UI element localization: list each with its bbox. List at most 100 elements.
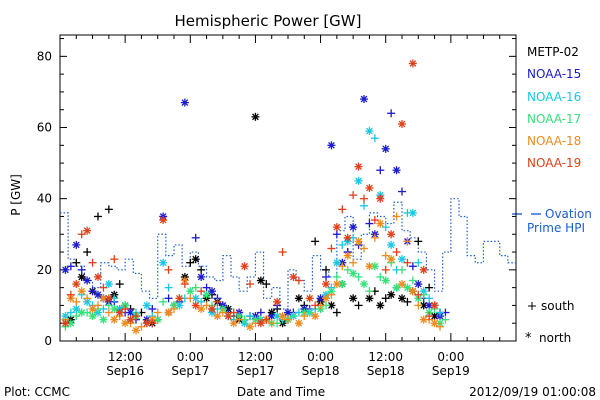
point-noaa19-north-22 (365, 184, 374, 192)
point-noaa19-south-6 (132, 312, 140, 321)
point-metp02-south-11 (197, 265, 206, 274)
point-noaa15-south-20 (332, 230, 341, 239)
point-noaa18-north-17 (311, 312, 320, 321)
point-noaa19-north-8 (159, 216, 168, 225)
point-noaa18-south-2 (83, 294, 92, 303)
point-noaa18-north-15 (278, 312, 287, 321)
point-noaa19-north-9 (175, 294, 184, 303)
point-noaa18-south-11 (202, 301, 211, 310)
point-noaa17-south-10 (191, 283, 200, 292)
point-noaa15-north-25 (392, 166, 401, 175)
point-noaa16-south-19 (338, 240, 347, 249)
point-metp02-north-16 (256, 276, 265, 285)
point-noaa19-north-19 (332, 223, 341, 232)
point-metp02-south-29 (414, 237, 423, 246)
point-noaa17-south-20 (343, 265, 352, 274)
point-noaa18-south-25 (392, 212, 401, 221)
point-noaa19-north-14 (256, 319, 265, 328)
point-noaa15-north-16 (284, 308, 292, 317)
x-axis-label: Date and Time (237, 385, 325, 399)
point-noaa18-north-23 (376, 219, 385, 228)
point-noaa17-north-10 (202, 290, 211, 299)
point-noaa18-north-16 (294, 319, 303, 328)
x-tick-label-time-5: 0:00 (437, 350, 464, 364)
point-noaa15-south-11 (202, 283, 211, 292)
point-metp02-south-30 (425, 283, 434, 292)
point-metp02-south-24 (354, 301, 363, 310)
point-noaa18-north-12 (229, 319, 238, 328)
point-noaa19-south-26 (414, 290, 423, 299)
legend: METP-02 NOAA-15 NOAA-16 NOAA-17 NOAA-18 … (512, 45, 592, 346)
point-noaa18-south-21 (349, 258, 358, 267)
point-noaa15-south-24 (376, 166, 385, 175)
point-noaa18-south-15 (267, 319, 276, 328)
point-noaa15-north-24 (381, 144, 390, 153)
point-metp02-south-16 (262, 280, 271, 289)
timestamp: 2012/09/19 01:00:08 (469, 385, 596, 399)
legend-entry-noaa19: NOAA-19 (527, 156, 581, 170)
point-noaa15-south-2 (88, 287, 97, 296)
point-noaa18-north-27 (419, 315, 428, 324)
point-noaa18-north-20 (343, 251, 352, 260)
point-noaa15-north-22 (360, 95, 368, 104)
point-noaa16-south-23 (381, 223, 390, 232)
point-metp02-north-25 (376, 301, 385, 310)
point-noaa18-north-26 (408, 287, 417, 296)
point-noaa18-north-8 (164, 308, 173, 317)
point-noaa18-south-8 (153, 308, 162, 317)
point-noaa16-north-25 (398, 255, 406, 264)
point-noaa19-south-18 (327, 244, 336, 253)
point-noaa16-south-13 (246, 312, 254, 321)
point-metp02-south-4 (104, 205, 113, 214)
point-noaa19-north-3 (94, 272, 102, 281)
point-noaa17-north-9 (186, 287, 195, 296)
x-tick-label-date-4: Sep18 (367, 364, 405, 378)
point-noaa19-north-13 (240, 262, 249, 271)
point-noaa19-south-5 (121, 304, 130, 313)
point-noaa18-south-9 (170, 304, 178, 313)
point-noaa16-north-8 (159, 258, 168, 267)
point-noaa19-south-27 (425, 312, 434, 321)
x-tick-label-time-4: 12:00 (368, 350, 403, 364)
y-tick-label-2: 40 (37, 192, 52, 206)
point-noaa18-south-29 (436, 322, 444, 331)
point-noaa15-south-10 (191, 233, 200, 242)
point-noaa15-south-27 (408, 262, 417, 271)
point-noaa18-north-13 (246, 322, 254, 331)
y-axis-label: P [GW] (9, 174, 23, 216)
point-noaa18-south-27 (414, 301, 423, 310)
point-noaa18-south-26 (403, 237, 412, 246)
point-metp02-south-1 (72, 258, 81, 267)
point-noaa19-south-14 (262, 315, 271, 324)
point-metp02-north-30 (430, 312, 439, 321)
point-noaa16-north-7 (142, 301, 151, 310)
legend-north-symbol: * (525, 331, 532, 346)
x-tick-label-date-3: Sep18 (302, 364, 340, 378)
point-metp02-north-26 (387, 290, 396, 299)
point-noaa19-south-17 (311, 301, 320, 310)
point-noaa17-south-22 (365, 287, 374, 296)
point-metp02-north-15 (251, 112, 260, 121)
point-noaa18-north-2 (88, 304, 97, 313)
point-noaa18-south-20 (338, 262, 347, 271)
point-noaa19-south-21 (360, 194, 368, 203)
point-noaa19-south-22 (370, 216, 379, 225)
point-noaa18-north-1 (77, 287, 86, 296)
point-noaa16-south-0 (66, 308, 75, 317)
point-noaa17-south-8 (159, 297, 168, 306)
hpi-line (60, 198, 516, 310)
point-noaa17-south-16 (289, 312, 298, 321)
point-noaa17-north-25 (403, 283, 412, 292)
point-noaa17-north-7 (153, 315, 162, 324)
point-noaa16-north-4 (104, 280, 113, 289)
point-noaa19-north-24 (387, 230, 396, 239)
point-noaa18-north-28 (430, 319, 439, 328)
legend-entry-metp02: METP-02 (527, 45, 579, 59)
point-noaa15-south-15 (256, 308, 265, 317)
point-metp02-north-27 (398, 294, 406, 303)
point-noaa18-south-10 (186, 294, 195, 303)
point-noaa19-north-10 (191, 301, 200, 310)
x-tick-label-time-3: 0:00 (307, 350, 334, 364)
point-noaa19-north-17 (305, 294, 314, 303)
point-noaa15-north-27 (414, 280, 423, 289)
